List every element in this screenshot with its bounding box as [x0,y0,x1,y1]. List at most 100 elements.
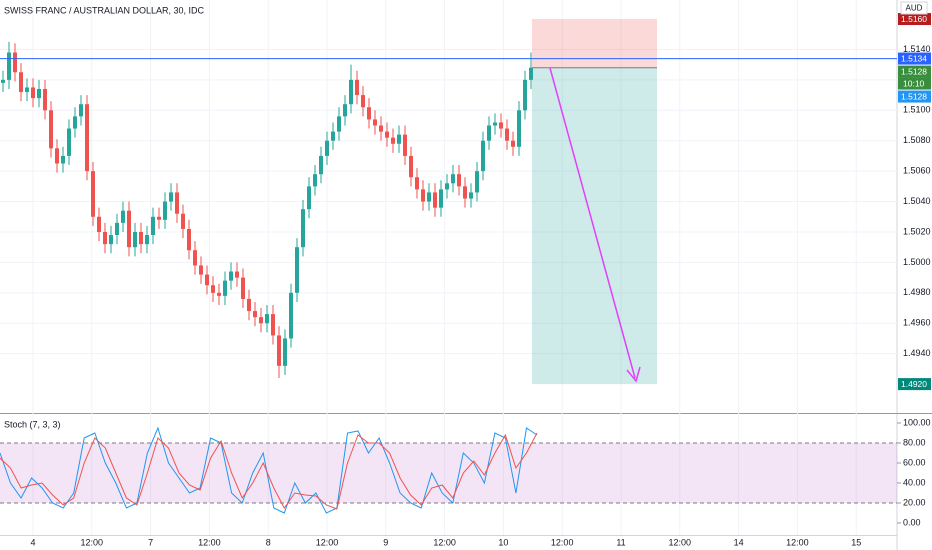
candle-body [253,311,257,318]
candle-body [1,79,5,83]
x-tick-label: 12:00 [81,537,104,547]
price-label-box [898,13,931,26]
candle-body [271,314,275,336]
price-label: 1.5128 [901,66,927,76]
indicator-line [0,426,538,514]
candle-body [511,140,515,147]
indicator-title: Stoch (7, 3, 3) [4,419,61,429]
candle-body [229,271,233,281]
x-tick-label: 12:00 [551,537,574,547]
position-tool [532,19,657,385]
candle-body [349,79,353,105]
candle-body [361,95,365,108]
x-tick-label: 12:00 [433,537,456,547]
candle-body [115,222,119,236]
candle-body [391,137,395,144]
candle-body [523,79,527,111]
indicator-tick-label: 80.00 [903,437,926,447]
candle-body [505,128,509,141]
y-tick-label: 1.5060 [903,166,931,176]
candle-body [475,171,479,193]
candle-body [463,186,467,199]
candle-body [109,235,113,245]
candle-body [487,125,491,141]
indicator-tick-label: 100.00 [903,417,931,427]
candle-body [493,122,497,126]
candle-body [163,201,167,220]
candle-body [337,116,341,132]
candle-body [103,231,107,245]
x-tick-label: 11 [616,537,625,547]
candle-body [367,107,371,120]
candle-body [373,119,377,126]
candle-body [517,110,521,147]
candle-body [319,155,323,175]
chart-title: SWISS FRANC / AUSTRALIAN DOLLAR, 30, IDC [4,5,205,15]
candle-body [325,140,329,156]
candle-body [451,174,455,184]
candle-body [85,104,89,172]
candle-body [385,131,389,138]
x-tick-label: 14 [734,537,744,547]
candle-body [133,231,137,248]
candle-body [91,171,95,217]
indicator-band [0,443,897,503]
candle-body [433,192,437,208]
candle-body [199,265,203,275]
x-tick-label: 10 [498,537,508,547]
candle-body [343,104,347,117]
candle-body [277,335,281,366]
candle-body [331,131,335,141]
candle-body [193,250,197,266]
candle-body [379,125,383,132]
candle-body [289,292,293,339]
candle-body [31,87,35,99]
candle-body [247,298,251,312]
currency-box [900,1,928,15]
candle-body [295,247,299,293]
candle-body [223,280,227,296]
x-tick-label: 12:00 [316,537,339,547]
axes: 1.4940 1.4960 1.4980 1.5000 1.5020 1.5040 1.50… [30,13,931,547]
y-tick-label: 1.5080 [903,135,931,145]
candle-body [283,338,287,366]
candle-body [409,155,413,178]
candle-body [427,192,431,202]
candle-body [181,213,185,229]
x-tick-label: 12:00 [198,537,221,547]
candle-body [481,140,485,172]
candle-body [175,192,179,214]
candle-body [421,189,425,202]
candle-body [61,155,65,164]
x-tick-label: 9 [383,537,388,547]
candle-body [355,79,359,96]
price-label: 1.5128 [901,91,927,101]
candle-body [25,87,29,93]
candle-body [205,274,209,286]
countdown: 10:10 [903,78,925,88]
candle-body [121,210,125,223]
stop-zone [532,19,657,68]
y-tick-label: 1.5100 [903,105,931,115]
candle-body [43,88,47,111]
candle-body [313,174,317,187]
y-tick-label: 1.5020 [903,226,931,236]
candle-body [79,104,83,117]
candle-body [127,210,131,248]
candle-body [439,189,443,208]
candle-body [241,277,245,299]
candle-body [265,314,269,324]
y-tick-label: 1.5040 [903,196,931,206]
candle-body [187,228,191,251]
candle-body [157,216,161,220]
candle-body [307,186,311,210]
indicator-line [0,432,538,510]
x-tick-label: 12:00 [669,537,692,547]
candle-body [457,174,461,187]
candle-body [469,192,473,199]
candle-body [301,209,305,248]
candle-body [55,148,59,164]
price-label-box [898,65,931,78]
price-label-box [898,52,931,65]
